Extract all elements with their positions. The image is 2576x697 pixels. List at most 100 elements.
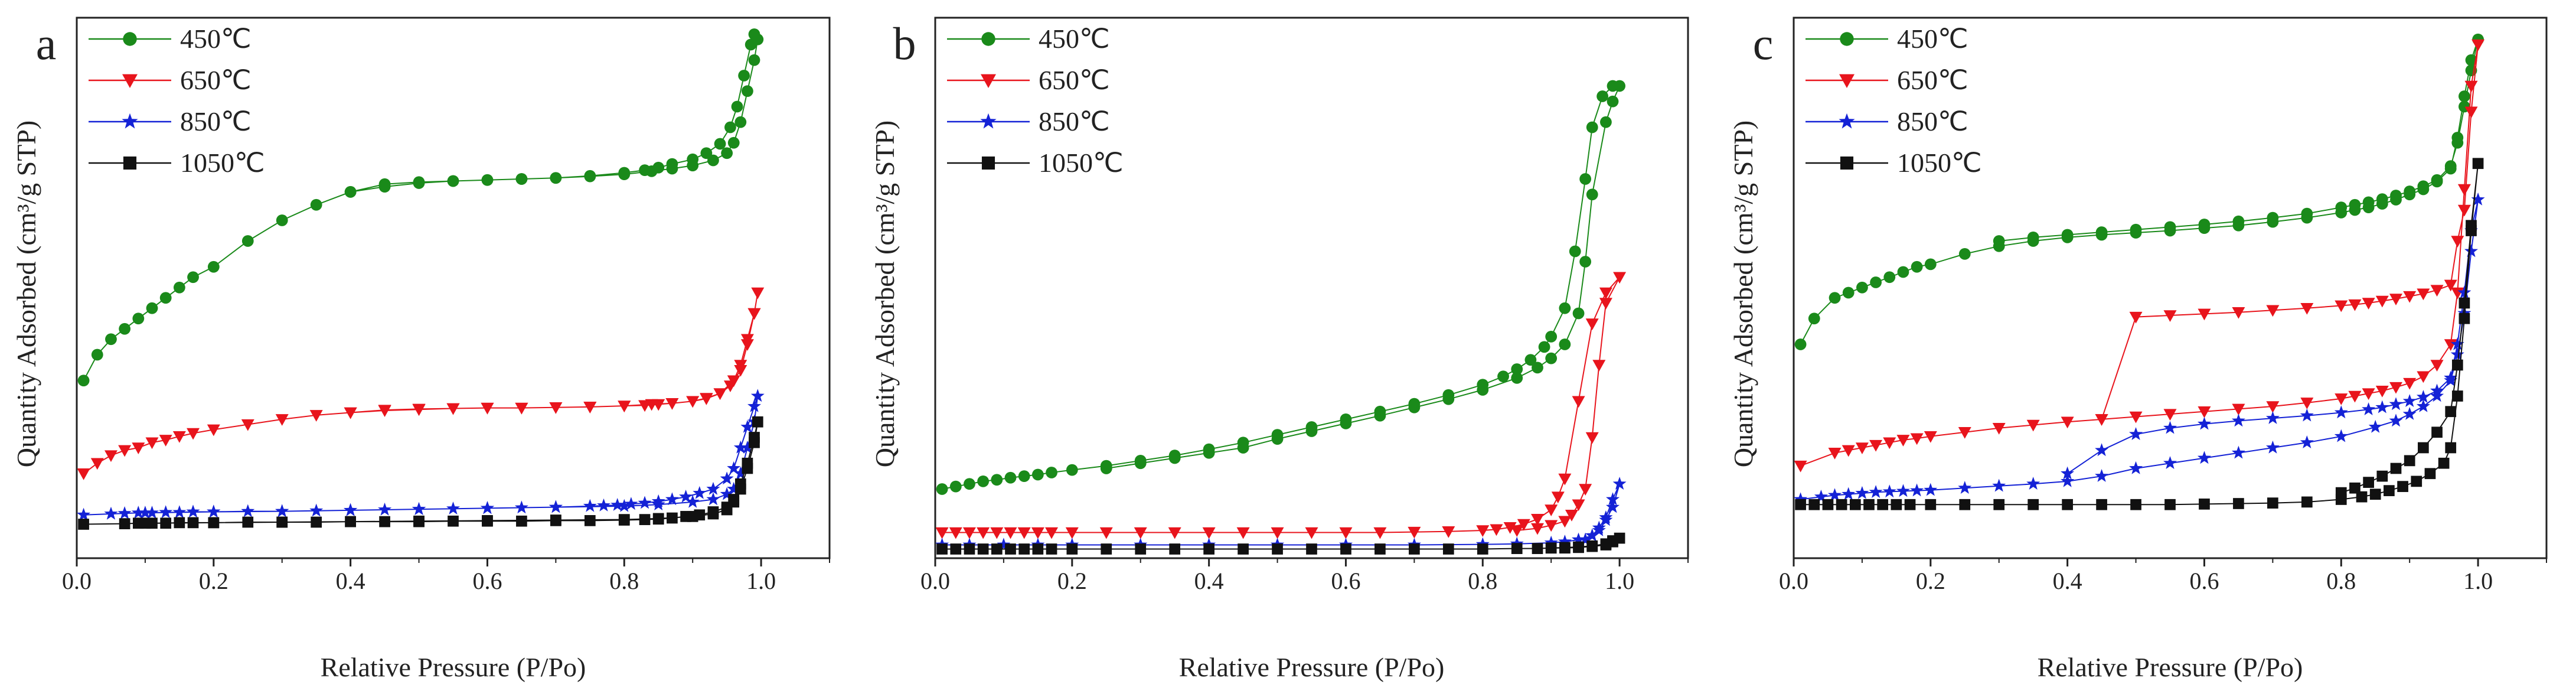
data-point	[1169, 543, 1181, 555]
legend-marker	[980, 113, 997, 129]
data-point	[119, 323, 131, 335]
data-point	[1579, 484, 1592, 496]
data-point	[2362, 298, 2375, 310]
legend-label: 650℃	[180, 65, 252, 95]
data-point	[2471, 192, 2485, 206]
data-point	[378, 178, 391, 190]
data-point	[2265, 440, 2280, 454]
data-point	[77, 468, 90, 480]
data-point	[977, 543, 989, 555]
data-point	[2164, 499, 2176, 510]
data-point	[2198, 219, 2211, 230]
data-point	[2233, 498, 2244, 509]
data-point	[1134, 457, 1147, 470]
data-point	[131, 506, 145, 519]
data-point	[515, 402, 528, 415]
data-point	[583, 402, 597, 413]
data-point	[550, 514, 561, 526]
legend-label: 650℃	[1039, 65, 1110, 95]
data-point	[1408, 401, 1421, 413]
data-point	[1065, 527, 1079, 539]
data-point	[1168, 452, 1181, 464]
data-point	[2300, 408, 2314, 422]
data-point	[2163, 310, 2177, 322]
data-point	[1822, 499, 1834, 510]
data-point	[991, 474, 1003, 486]
data-point	[2390, 190, 2402, 201]
data-point	[481, 402, 494, 415]
data-point	[1477, 543, 1488, 555]
data-point	[618, 514, 630, 525]
data-point	[667, 512, 678, 524]
data-point	[276, 516, 288, 528]
data-point	[1842, 286, 1855, 299]
data-point	[446, 501, 460, 514]
data-point	[1856, 281, 1868, 294]
data-point	[1101, 543, 1112, 555]
legend-label: 1050℃	[1897, 148, 1982, 178]
data-point	[2450, 337, 2464, 350]
data-point	[1545, 520, 1558, 532]
data-point	[597, 498, 610, 512]
data-point	[1579, 173, 1592, 185]
data-point	[2444, 160, 2457, 172]
chart-panel-c: 0.0 0.2 0.4 0.6 0.8 1.0 Relative Pressure (P/P…	[1728, 17, 2548, 682]
data-point	[448, 515, 459, 527]
data-point	[480, 501, 494, 514]
data-point	[186, 504, 200, 518]
data-point	[174, 517, 185, 529]
data-point	[617, 499, 631, 512]
data-point	[720, 471, 734, 485]
data-point	[117, 506, 132, 519]
legend-marker	[1840, 156, 1854, 170]
data-point	[1374, 543, 1386, 555]
data-point	[1883, 437, 1896, 450]
data-point	[685, 494, 700, 508]
data-point	[1135, 543, 1147, 555]
data-point	[687, 159, 699, 172]
data-point	[2300, 302, 2314, 315]
legend-label: 850℃	[1039, 106, 1110, 136]
data-point	[2457, 184, 2471, 196]
data-point	[1017, 527, 1031, 539]
data-point	[172, 431, 186, 443]
data-point	[2163, 421, 2177, 434]
data-point	[1559, 542, 1571, 553]
data-point	[207, 260, 220, 273]
data-point	[2231, 413, 2245, 427]
data-point	[1100, 463, 1112, 474]
data-point	[241, 504, 255, 517]
data-point	[1544, 535, 1558, 549]
data-point	[665, 492, 679, 506]
data-point	[1870, 276, 1882, 288]
data-point	[2197, 451, 2211, 464]
data-point	[734, 360, 747, 372]
data-point	[1592, 523, 1606, 536]
x-tick-label: 0.8	[1468, 568, 1497, 594]
data-point	[1842, 487, 1856, 500]
data-point	[645, 165, 658, 177]
data-point	[733, 440, 747, 454]
data-point	[1828, 488, 1842, 501]
y-axis-label: Quantity Adsorbed (cm³/g STP)	[11, 120, 41, 467]
data-point	[1236, 527, 1250, 539]
data-point	[748, 54, 760, 66]
data-point	[241, 235, 254, 247]
data-point	[104, 506, 118, 520]
series-3	[936, 532, 1625, 555]
data-point	[1202, 527, 1216, 539]
data-point	[2402, 394, 2417, 407]
data-point	[1814, 490, 1828, 503]
x-tick-label: 1.0	[1605, 568, 1634, 594]
data-point	[2389, 382, 2402, 394]
data-point	[77, 507, 91, 521]
data-point	[146, 302, 158, 314]
data-point	[1572, 499, 1585, 512]
data-point	[1409, 543, 1420, 555]
data-point	[618, 400, 631, 413]
data-point	[2459, 297, 2470, 309]
data-point	[2335, 393, 2348, 405]
data-point	[145, 506, 159, 519]
data-point	[2301, 496, 2313, 508]
data-point	[639, 514, 651, 525]
